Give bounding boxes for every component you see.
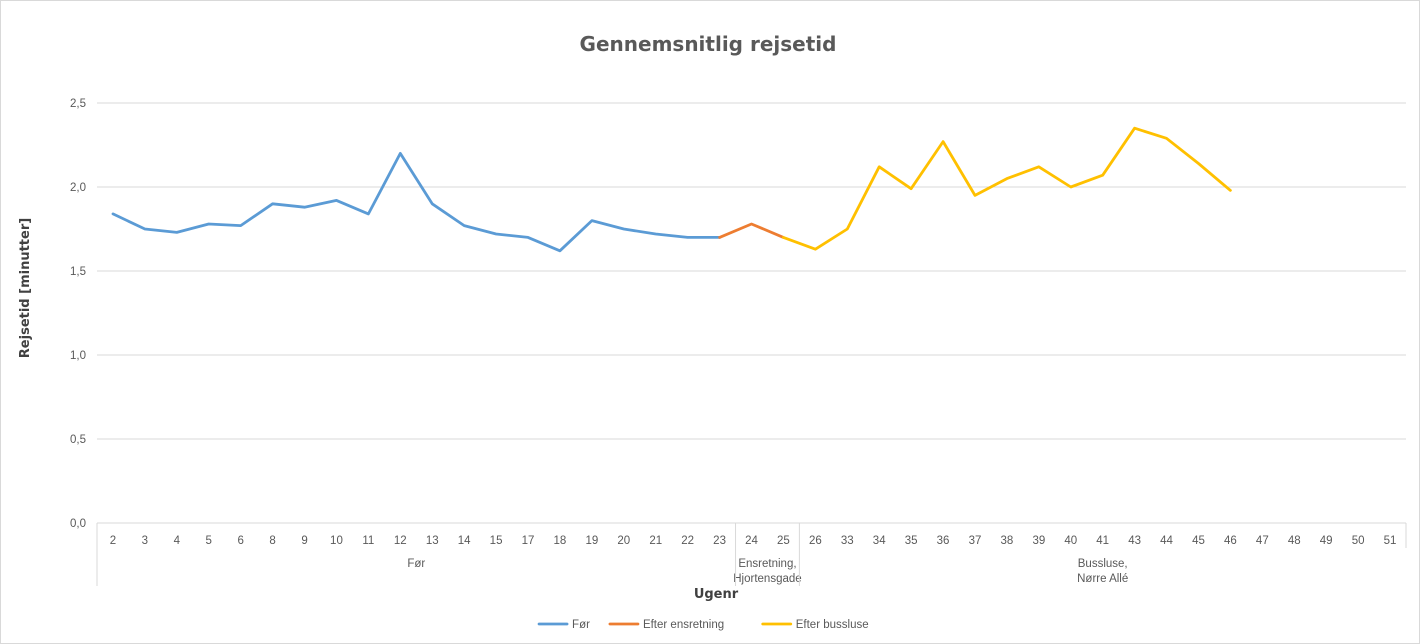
x-tick-label: 13: [426, 535, 439, 547]
x-axis: [96, 522, 1407, 586]
x-tick-label: 51: [1384, 535, 1397, 547]
x-tick-label: 26: [809, 535, 822, 547]
x-tick-label: 12: [394, 535, 407, 547]
x-tick-label: 22: [681, 535, 694, 547]
x-group-label: Bussluse,: [1078, 558, 1128, 570]
series-line-3: [782, 126, 1232, 251]
x-tick-label: 4: [174, 535, 181, 547]
x-tick-label: 8: [269, 535, 275, 547]
chart-title: Gennemsnitlig rejsetid: [580, 32, 837, 56]
series-line-2: [718, 222, 785, 239]
x-tick-label: 33: [841, 535, 854, 547]
x-tick-label: 45: [1192, 535, 1205, 547]
x-tick-label: 24: [745, 535, 758, 547]
legend-label: Før: [572, 619, 590, 631]
x-tick-label: 49: [1320, 535, 1333, 547]
x-tick-label: 48: [1288, 535, 1301, 547]
x-tick-label: 6: [237, 535, 243, 547]
x-tick-label: 2: [110, 535, 116, 547]
x-tick-labels: 2 3 4 5 6 8 9 10 11 12 13 14 15 17 18 19 20 21 22 23 24 25 26 3…: [110, 535, 1397, 547]
x-tick-label: 38: [1001, 535, 1014, 547]
x-tick-label: 5: [206, 535, 212, 547]
x-tick-label: 35: [905, 535, 918, 547]
x-tick-label: 44: [1160, 535, 1173, 547]
x-tick-label: 39: [1032, 535, 1045, 547]
legend-label: Efter ensretning: [643, 619, 724, 631]
x-tick-label: 3: [142, 535, 148, 547]
y-tick-label: 0,0: [70, 518, 86, 530]
legend-label: Efter bussluse: [796, 619, 869, 631]
gridlines: [97, 102, 1406, 440]
x-tick-label: 15: [490, 535, 503, 547]
x-tick-label: 34: [873, 535, 886, 547]
x-tick-label: 14: [458, 535, 471, 547]
x-tick-label: 17: [522, 535, 535, 547]
y-tick-labels: 0,0 0,5 1,0 1,5 2,0 2,5: [70, 98, 86, 530]
x-tick-label: 20: [617, 535, 630, 547]
x-tick-label: 40: [1064, 535, 1077, 547]
x-tick-label: 19: [585, 535, 598, 547]
x-group-label: Ensretning,: [738, 558, 796, 570]
x-tick-label: 11: [362, 535, 374, 547]
legend: Før Efter ensretning Efter bussluse: [537, 619, 869, 631]
x-tick-label: 41: [1096, 535, 1109, 547]
x-tick-label: 21: [649, 535, 662, 547]
series-lines: [111, 126, 1232, 253]
x-axis-title: Ugenr: [694, 587, 739, 602]
series-line-1: [111, 151, 721, 253]
y-tick-label: 1,5: [70, 266, 86, 278]
x-tick-label: 36: [937, 535, 950, 547]
x-group-labels: Før Ensretning, Hjortensgade Bussluse, Nørre…: [407, 523, 1128, 586]
x-tick-label: 46: [1224, 535, 1237, 547]
x-tick-label: 23: [713, 535, 726, 547]
x-group-label: Før: [407, 558, 425, 570]
x-tick-label: 50: [1352, 535, 1365, 547]
x-group-label: Nørre Allé: [1077, 573, 1128, 585]
x-tick-label: 47: [1256, 535, 1269, 547]
x-tick-label: 9: [301, 535, 307, 547]
y-tick-label: 2,5: [70, 98, 86, 110]
x-tick-label: 37: [969, 535, 982, 547]
y-tick-label: 2,0: [70, 182, 86, 194]
x-tick-label: 10: [330, 535, 343, 547]
y-axis-title: Rejsetid [minutter]: [18, 218, 33, 358]
x-tick-label: 25: [777, 535, 790, 547]
x-tick-label: 43: [1128, 535, 1141, 547]
y-tick-label: 1,0: [70, 350, 86, 362]
x-tick-label: 18: [554, 535, 567, 547]
y-tick-label: 0,5: [70, 434, 86, 446]
x-group-label: Hjortensgade: [733, 573, 801, 585]
